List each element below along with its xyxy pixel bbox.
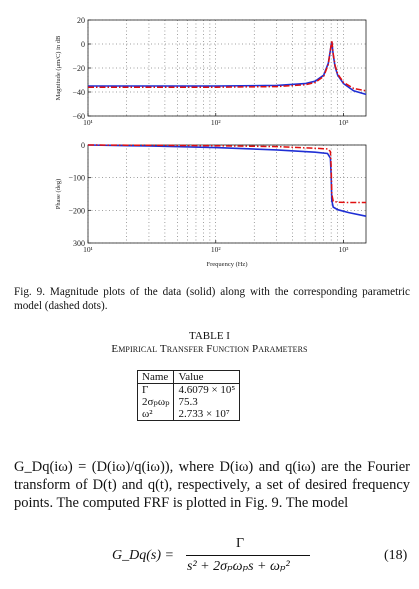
y-tick-label: 0 xyxy=(81,141,85,150)
figure-caption: Fig. 9. Magnitude plots of the data (sol… xyxy=(14,286,410,312)
table-row: Γ 4.6079 × 10⁵ xyxy=(136,383,241,396)
series-line-model xyxy=(87,144,366,204)
series-line-data xyxy=(87,144,367,217)
body-paragraph: G_Dq(iω) = (D(iω)/q(iω)), where D(iω) an… xyxy=(14,459,410,511)
series-line-model xyxy=(88,40,367,92)
y-tick-label: −60 xyxy=(72,112,85,121)
parameters-table: Name Value Γ 4.6079 × 10⁵ 2σₚωₚ 75.3 ω² … xyxy=(136,370,241,421)
y-tick-label: −100 xyxy=(68,174,85,183)
equation-denominator: s² + 2σₚωₚs + ωₚ² xyxy=(187,559,290,574)
equation-number: (18) xyxy=(384,548,408,563)
equation-18: G_Dq(s) = Γ s² + 2σₚωₚs + ωₚ² (18) xyxy=(0,534,419,584)
equation-numerator: Γ xyxy=(236,536,245,551)
y-tick-label: 20 xyxy=(77,16,85,25)
y-tick-label: 0 xyxy=(81,40,85,49)
plot-frame xyxy=(87,19,367,117)
cell-value: 4.6079 × 10⁵ xyxy=(173,383,241,396)
table-header-value: Value xyxy=(173,370,241,384)
table-row: ω² 2.733 × 10⁷ xyxy=(136,408,241,421)
table-name: Empirical Transfer Function Parameters xyxy=(111,343,308,355)
cell-name: ω² xyxy=(136,408,175,421)
table-row: 2σₚωₚ 75.3 xyxy=(136,396,241,408)
equation-lhs: G_Dq(s) = xyxy=(112,548,174,563)
table-header-name: Name xyxy=(136,370,175,384)
x-tick-label: 10³ xyxy=(339,245,350,254)
cell-value: 2.733 × 10⁷ xyxy=(173,408,241,421)
y-tick-label: −20 xyxy=(72,64,85,73)
y-tick-label: −200 xyxy=(68,206,85,215)
x-tick-label: 10¹ xyxy=(83,118,93,127)
fraction-bar xyxy=(186,555,310,556)
x-tick-label: 10¹ xyxy=(83,245,93,254)
y-axis-label: Phase (deg) xyxy=(55,179,62,210)
y-tick-label: 300 xyxy=(73,239,85,248)
y-tick-label: −40 xyxy=(72,88,85,97)
table-number: TABLE I xyxy=(189,330,230,342)
table-title: TABLE I Empirical Transfer Function Para… xyxy=(0,330,419,356)
x-axis-label: Frequency (Hz) xyxy=(207,261,248,268)
x-tick-label: 10² xyxy=(211,118,222,127)
cell-name: Γ xyxy=(136,383,175,396)
x-tick-label: 10² xyxy=(211,245,222,254)
cell-value: 75.3 xyxy=(173,396,241,408)
plot-frame xyxy=(87,144,367,244)
cell-name: 2σₚωₚ xyxy=(136,396,175,408)
y-axis-label: Magnitude (μm/C) in dB xyxy=(55,35,62,100)
x-tick-label: 10³ xyxy=(339,118,350,127)
